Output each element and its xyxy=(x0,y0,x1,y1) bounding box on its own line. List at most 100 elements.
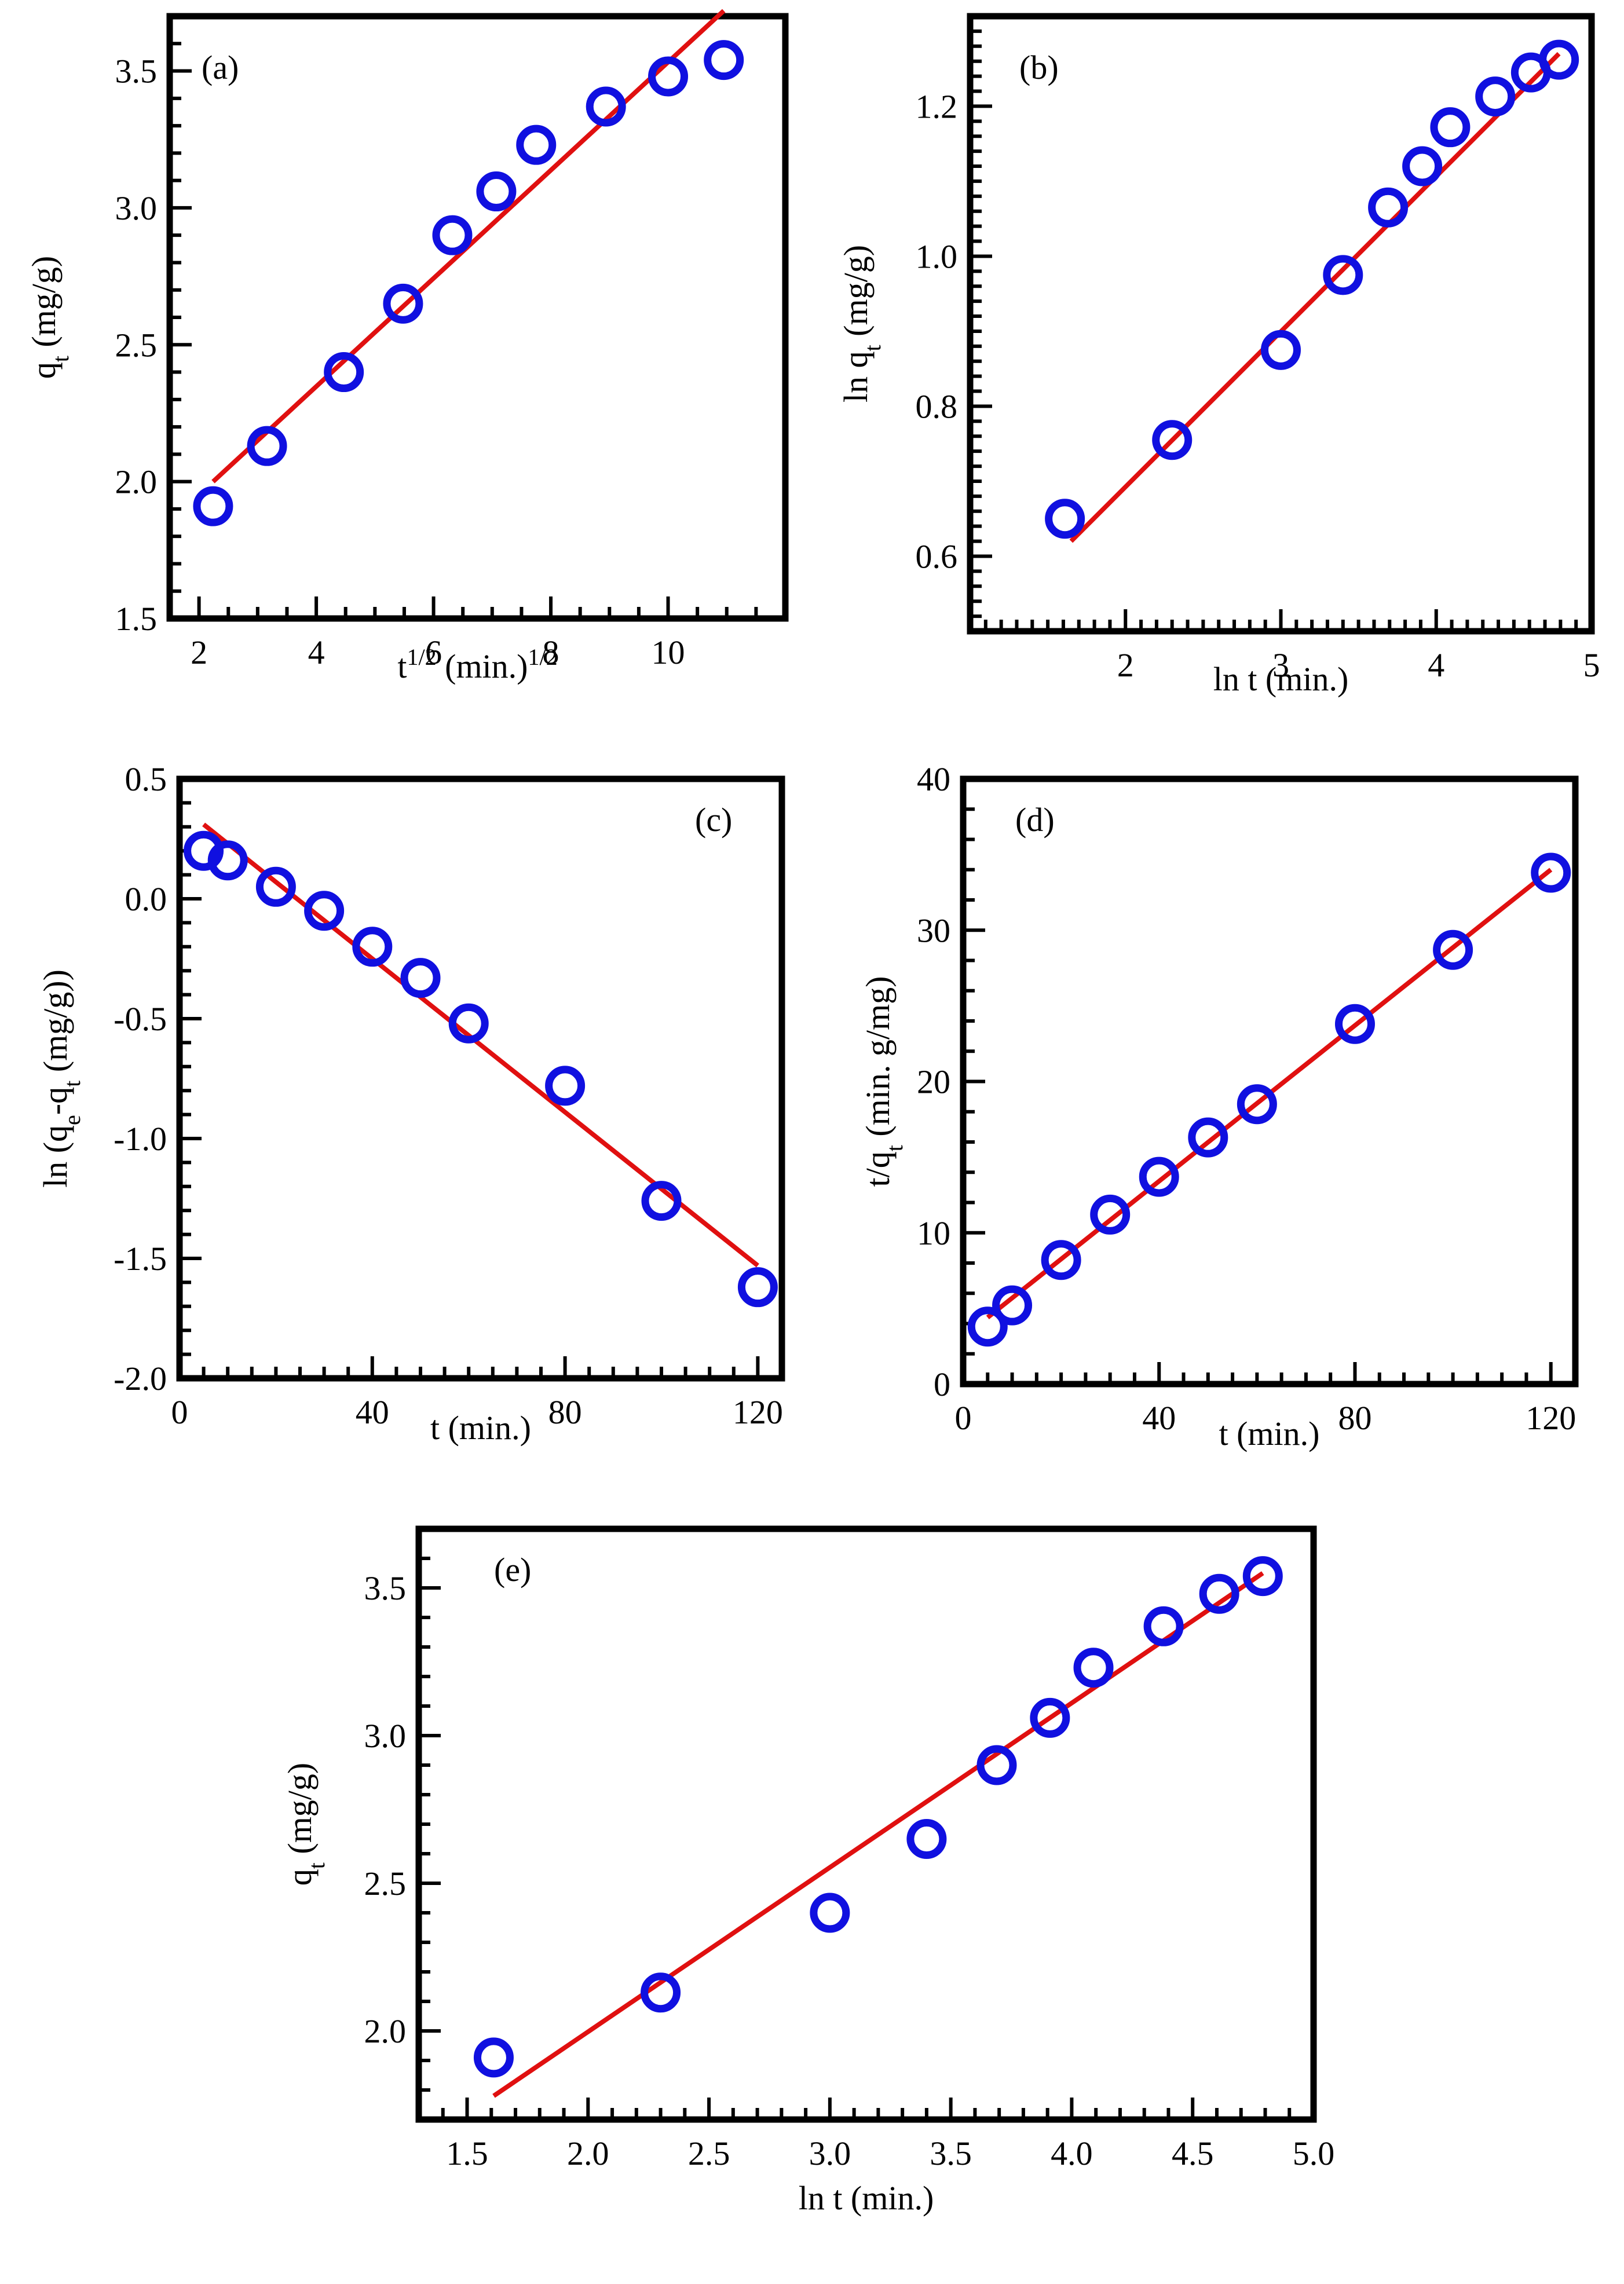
data-point xyxy=(1237,1084,1277,1125)
y-tick-label: 1.2 xyxy=(916,87,958,125)
x-tick-label: 5 xyxy=(1583,646,1600,684)
plot-frame xyxy=(166,13,789,622)
x-tick-label: 120 xyxy=(1526,1399,1576,1437)
data-point xyxy=(247,426,287,466)
data-point xyxy=(1261,330,1301,370)
data-point xyxy=(255,866,296,907)
panel-a: 2 4 6 8 10 1.5 2.0 2.5 3.0 3.5 t1/2 (min.)1/2 qt (m… xyxy=(25,9,789,685)
fit-line xyxy=(202,822,759,1268)
fit-line xyxy=(1069,52,1561,543)
x-axis-label: t (min.) xyxy=(1219,1415,1320,1452)
y-tick-label: 10 xyxy=(917,1214,950,1252)
x-tick-label: 40 xyxy=(356,1393,389,1431)
x-tick-label: 2 xyxy=(1117,646,1134,684)
data-point xyxy=(648,56,689,97)
x-tick-label: 1.5 xyxy=(446,2135,488,2172)
y-tick-label: -1.5 xyxy=(114,1240,167,1278)
data-point xyxy=(586,86,626,127)
x-tick-label: 5.0 xyxy=(1293,2135,1335,2172)
y-tick-label: 2.5 xyxy=(364,1865,407,1902)
data-point xyxy=(1531,852,1571,893)
panel-label: (a) xyxy=(202,49,239,86)
x-tick-label: 3.5 xyxy=(930,2135,972,2172)
data-point xyxy=(184,830,224,871)
y-tick-label: 2.5 xyxy=(115,326,158,364)
data-point xyxy=(1433,929,1473,970)
data-point xyxy=(737,1267,778,1308)
data-point xyxy=(383,283,423,324)
plot-frame xyxy=(960,775,1579,1388)
data-point xyxy=(1090,1194,1131,1235)
data-point xyxy=(1323,255,1363,295)
fit-line xyxy=(492,1571,1264,2098)
data-point xyxy=(1041,1240,1081,1280)
y-tick-label: 30 xyxy=(917,912,950,949)
y-tick-label: 2.0 xyxy=(115,463,158,501)
data-point xyxy=(992,1285,1033,1326)
panel-label: (b) xyxy=(1019,49,1059,86)
x-tick-label: 0 xyxy=(955,1399,972,1437)
y-axis-label: t/qt (min. g/mg) xyxy=(859,976,908,1187)
y-axis-label: ln qt (mg/g) xyxy=(837,245,886,402)
panel-label: (d) xyxy=(1015,801,1055,839)
data-point xyxy=(1152,420,1193,460)
data-point xyxy=(1188,1117,1228,1158)
data-point xyxy=(1475,76,1516,117)
data-point xyxy=(516,125,557,165)
x-tick-label: 40 xyxy=(1142,1399,1176,1437)
data-point xyxy=(1045,499,1085,539)
y-tick-label: 2.0 xyxy=(364,2012,407,2050)
x-tick-label: 2.5 xyxy=(688,2135,730,2172)
x-tick-label: 8 xyxy=(543,634,559,671)
data-point xyxy=(1139,1156,1179,1197)
y-tick-label: 3.5 xyxy=(115,53,158,90)
x-tick-label: 3.0 xyxy=(809,2135,851,2172)
x-tick-label: 120 xyxy=(733,1393,783,1431)
data-point xyxy=(473,2037,514,2078)
y-tick-label: 20 xyxy=(917,1063,950,1101)
x-tick-label: 80 xyxy=(1338,1399,1371,1437)
data-point xyxy=(1242,1556,1283,1597)
data-point xyxy=(810,1893,850,1933)
data-point xyxy=(1030,1697,1070,1738)
panel-label: (c) xyxy=(695,801,732,839)
x-tick-label: 4.0 xyxy=(1051,2135,1093,2172)
x-axis-label: ln t (min.) xyxy=(799,2179,934,2217)
x-tick-label: 2 xyxy=(191,634,207,671)
y-tick-label: 3.0 xyxy=(115,189,158,227)
y-tick-label: 0.8 xyxy=(916,387,958,425)
y-tick-label: -1.0 xyxy=(114,1120,167,1158)
data-point xyxy=(304,891,345,931)
data-point xyxy=(641,1972,681,2013)
x-tick-label: 80 xyxy=(548,1393,582,1431)
data-point xyxy=(1199,1573,1239,1614)
data-point xyxy=(476,171,517,212)
data-point xyxy=(641,1181,682,1221)
data-point xyxy=(400,958,441,998)
data-point xyxy=(976,1745,1017,1785)
panel-e: 1.5 2.0 2.5 3.0 3.5 4.0 4.5 5.0 2.0 2.5 3.0 3.5 ln t… xyxy=(281,1525,1335,2217)
data-point xyxy=(704,40,744,80)
y-tick-label: 0.6 xyxy=(916,537,958,575)
data-point xyxy=(1368,187,1409,228)
y-tick-label: 40 xyxy=(917,760,950,798)
data-point xyxy=(207,840,248,881)
x-tick-label: 4 xyxy=(1428,646,1444,684)
x-axis-label: t (min.) xyxy=(430,1409,531,1447)
y-axis-label: qt (mg/g) xyxy=(25,256,74,379)
x-tick-label: 4.5 xyxy=(1172,2135,1214,2172)
y-tick-label: 1.0 xyxy=(916,237,958,275)
data-point xyxy=(432,215,473,255)
data-point xyxy=(324,352,364,393)
x-axis-label: ln t (min.) xyxy=(1213,660,1349,698)
y-tick-label: 0 xyxy=(934,1366,950,1403)
y-axis-label: qt (mg/g) xyxy=(281,1763,330,1886)
y-tick-label: 1.5 xyxy=(115,600,158,638)
y-tick-label: -0.5 xyxy=(114,1000,167,1038)
panel-label: (e) xyxy=(494,1551,531,1588)
x-tick-label: 10 xyxy=(652,634,685,671)
y-tick-label: 3.0 xyxy=(364,1717,407,1755)
data-point xyxy=(1143,1606,1184,1646)
x-tick-label: 6 xyxy=(425,634,442,671)
